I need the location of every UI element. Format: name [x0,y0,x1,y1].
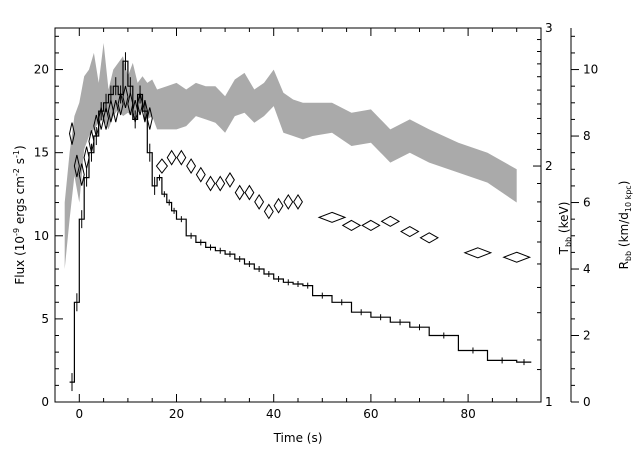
temperature-point [254,193,265,210]
temperature-diamond-layer [68,85,532,263]
flux-tick-label: 10 [34,229,49,243]
radius-tick-label: 6 [583,196,591,210]
temperature-axis-label: Tbb (keV) [557,202,573,256]
left-axis-label: Flux (10-9 ergs cm-2 s-1) [12,145,27,284]
temperature-point [273,197,284,214]
temperature-point [400,225,420,238]
temperature-point [98,107,105,130]
temperature-tick-label: 3 [545,21,553,35]
flux-layer [69,52,532,392]
temperature-point [293,193,303,210]
temperature-point [502,251,532,263]
flux-tick-label: 20 [34,63,49,77]
temperature-point [127,92,134,116]
radius-tick-label: 2 [583,329,591,343]
radius-band [64,43,517,269]
temperature-point [317,211,347,223]
temperature-point [166,149,177,166]
temperature-point [78,163,85,186]
radius-tick-label: 10 [583,63,598,77]
x-tick-label: 0 [75,407,83,421]
x-tick-label: 60 [363,407,378,421]
temperature-point [205,175,216,192]
temperature-point [137,92,144,116]
temperature-point [341,219,362,231]
temperature-point [419,232,439,244]
radius-band-layer [64,43,517,269]
temperature-point [83,146,90,169]
temperature-tick-label: 1 [545,395,553,409]
temperature-point [186,158,197,174]
temperature-point [361,219,381,231]
flux-tick-label: 0 [41,395,49,409]
temperature-point [146,107,153,130]
temperature-point [73,154,80,178]
x-tick-label: 40 [266,407,281,421]
temperature-point [103,107,110,130]
tick-layer: 0 20 40 60 80 0 5 10 15 20 1 2 3 0 2 4 6 8 10 [34,21,599,421]
temperature-point [141,100,148,123]
flux-line [69,60,532,383]
temperature-point [195,166,206,183]
x-tick-label: 80 [460,407,475,421]
temperature-point [117,92,124,116]
temperature-point [224,171,235,188]
x-tick-label: 20 [169,407,184,421]
temperature-point [263,203,274,220]
x-axis-label: Time (s) [273,431,323,445]
temperature-point [380,215,401,227]
temperature-point [112,100,119,123]
temperature-point [155,158,169,174]
radius-tick-label: 8 [583,129,591,143]
temperature-point [234,184,245,201]
temperature-point [122,85,129,109]
temperature-point [107,100,114,123]
temperature-point [68,122,76,145]
temperature-tick-label: 2 [545,159,553,173]
flux-tick-label: 5 [41,312,49,326]
flux-tick-label: 15 [34,146,49,160]
radius-axis-label: Rbb (km/d10 kpc) [617,181,633,270]
temperature-point [244,184,255,201]
radius-tick-label: 4 [583,262,591,276]
temperature-point [176,149,187,166]
temperature-point [283,193,294,210]
temperature-point [215,175,226,192]
radius-tick-label: 0 [583,395,591,409]
temperature-point [463,247,493,259]
